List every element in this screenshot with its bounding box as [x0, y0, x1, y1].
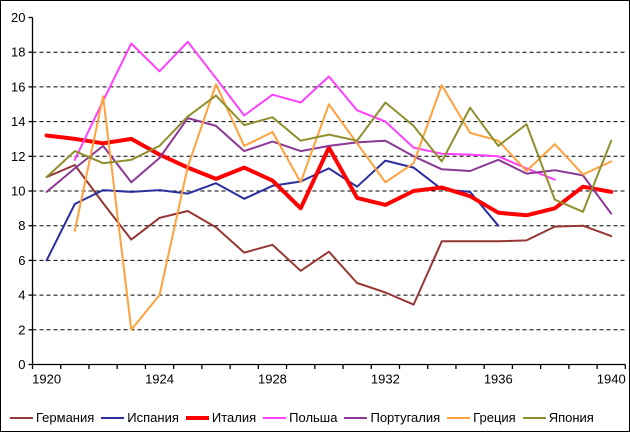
- x-axis-tick-label: 1936: [484, 372, 513, 387]
- chart-legend: Германия Испания Италия Польша Португалия Гре…: [10, 406, 594, 430]
- y-axis-tick-label: 2: [18, 322, 25, 337]
- legend-item-portugal: Португалия: [344, 406, 440, 430]
- y-axis-tick-label: 18: [11, 45, 25, 60]
- legend-item-spain: Испания: [101, 406, 179, 430]
- series-line-japan: [45, 94, 613, 213]
- legend-line-swatch-italy: [185, 416, 209, 420]
- x-axis-tick-label: 1920: [32, 372, 61, 387]
- legend-label-italy: Италия: [211, 410, 257, 425]
- series-line-germany: [45, 164, 613, 306]
- series-line-poland: [73, 40, 556, 181]
- legend-line-swatch-poland: [263, 417, 287, 419]
- legend-label-portugal: Португалия: [370, 410, 441, 425]
- y-axis-tick-label: 0: [18, 357, 25, 372]
- legend-label-japan: Япония: [548, 410, 594, 425]
- legend-item-greece: Греция: [447, 406, 516, 430]
- y-axis-tick-label: 10: [11, 184, 25, 199]
- x-axis-tick-label: 1940: [597, 372, 626, 387]
- y-axis-tick-label: 16: [11, 79, 25, 94]
- legend-line-swatch-portugal: [344, 417, 368, 419]
- legend-label-poland: Польша: [289, 410, 338, 425]
- legend-item-japan: Япония: [522, 406, 594, 430]
- x-axis-tick-label: 1928: [258, 372, 287, 387]
- y-axis-tick-label: 8: [18, 218, 25, 233]
- y-axis-tick-label: 12: [11, 149, 25, 164]
- legend-line-swatch-germany: [10, 417, 33, 419]
- y-axis-tick-label: 6: [18, 253, 25, 268]
- legend-line-swatch-spain: [101, 417, 125, 419]
- y-axis-tick-label: 20: [11, 10, 25, 25]
- series-line-italy: [44, 133, 614, 218]
- legend-label-germany: Германия: [36, 410, 95, 425]
- legend-item-italy: Италия: [185, 406, 257, 430]
- x-axis-tick-label: 1932: [371, 372, 400, 387]
- legend-label-spain: Испания: [127, 410, 179, 425]
- x-axis-tick-label: 1924: [145, 372, 174, 387]
- legend-line-swatch-greece: [447, 417, 471, 419]
- series-line-portugal: [45, 117, 613, 215]
- y-axis-tick-label: 14: [11, 114, 25, 129]
- legend-item-germany: Германия: [10, 406, 94, 430]
- y-axis-tick-label: 4: [18, 288, 25, 303]
- legend-item-poland: Польша: [263, 406, 337, 430]
- legend-label-greece: Греция: [473, 410, 516, 425]
- series-line-spain: [45, 159, 500, 262]
- legend-line-swatch-japan: [522, 417, 546, 419]
- series-line-greece: [73, 83, 613, 331]
